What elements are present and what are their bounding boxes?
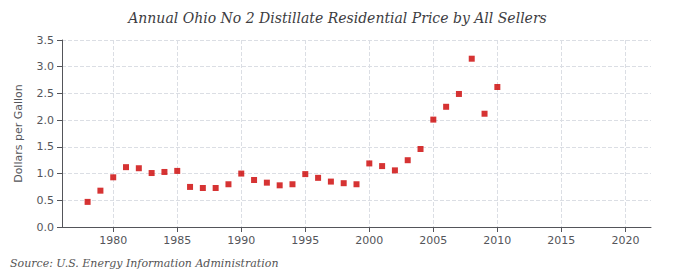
svg-text:2010: 2010 [483, 234, 511, 247]
svg-text:2015: 2015 [547, 234, 575, 247]
svg-text:3.5: 3.5 [37, 34, 55, 47]
svg-text:1.0: 1.0 [37, 167, 55, 180]
svg-text:1985: 1985 [163, 234, 191, 247]
svg-text:2000: 2000 [355, 234, 383, 247]
svg-text:2.5: 2.5 [37, 87, 55, 100]
svg-text:1.5: 1.5 [37, 140, 55, 153]
svg-text:2005: 2005 [419, 234, 447, 247]
svg-text:Source: U.S. Energy Informatio: Source: U.S. Energy Information Administ… [10, 257, 278, 270]
svg-text:1980: 1980 [99, 234, 127, 247]
svg-text:3.0: 3.0 [37, 60, 55, 73]
svg-text:2.0: 2.0 [37, 114, 55, 127]
svg-text:0.0: 0.0 [37, 221, 55, 234]
svg-text:1990: 1990 [227, 234, 255, 247]
svg-text:Annual Ohio No 2 Distillate Re: Annual Ohio No 2 Distillate Residential … [126, 10, 547, 26]
svg-text:2020: 2020 [611, 234, 639, 247]
svg-text:Dollars per Gallon: Dollars per Gallon [12, 84, 25, 183]
svg-text:0.5: 0.5 [37, 194, 55, 207]
svg-text:1995: 1995 [291, 234, 319, 247]
